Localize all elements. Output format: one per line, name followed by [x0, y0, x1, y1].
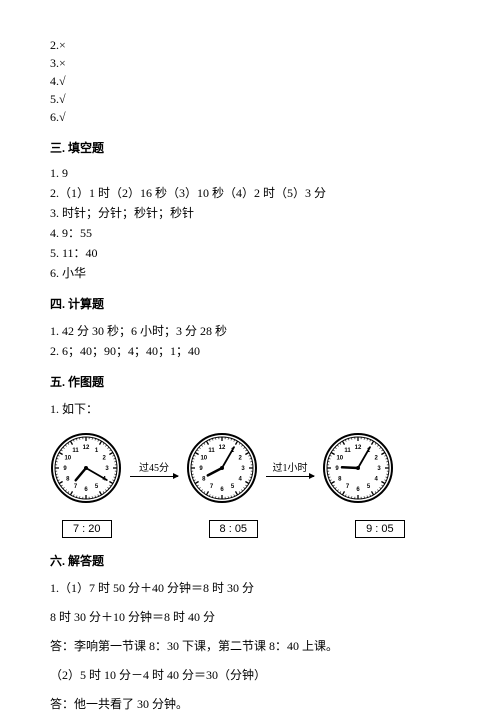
text-line: 1.（1）7 时 50 分＋40 分钟＝8 时 30 分	[50, 579, 450, 596]
document-page: 2.× 3.× 4.√ 5.√ 6.√ 三. 填空题 1. 9 2.（1）1 时…	[0, 0, 500, 707]
text-line: （2）5 时 10 分－4 时 40 分＝30（分钟）	[50, 666, 450, 683]
svg-text:10: 10	[64, 456, 71, 462]
section-4-title: 四. 计算题	[50, 295, 450, 312]
clock-icon: 123456789101112	[50, 432, 122, 504]
clock-icon: 123456789101112	[322, 432, 394, 504]
judgement-line: 4.√	[50, 74, 450, 89]
time-box: 9 : 05	[355, 520, 405, 538]
arrow-block: 过45分	[130, 459, 178, 477]
time-box: 8 : 05	[209, 520, 259, 538]
svg-text:12: 12	[219, 445, 226, 451]
svg-text:10: 10	[336, 456, 343, 462]
clock-row: 123456789101112 过45分 123456789101112 过1小…	[50, 432, 450, 504]
text-line: 1. 42 分 30 秒；6 小时；3 分 28 秒	[50, 322, 450, 339]
arrow-label: 过1小时	[273, 459, 308, 474]
text-line: 3. 时针；分针；秒针；秒针	[50, 204, 450, 221]
time-label-row: 7 : 20 8 : 05 9 : 05	[50, 512, 450, 538]
section-6-title: 六. 解答题	[50, 552, 450, 569]
svg-text:11: 11	[72, 448, 79, 454]
svg-text:10: 10	[200, 456, 207, 462]
text-line: 答：他一共看了 30 分钟。	[50, 695, 450, 712]
text-line: 8 时 30 分＋10 分钟＝8 时 40 分	[50, 608, 450, 625]
section-5-title: 五. 作图题	[50, 373, 450, 390]
svg-text:12: 12	[355, 445, 362, 451]
svg-text:11: 11	[344, 448, 351, 454]
svg-text:12: 12	[83, 445, 90, 451]
clock-block: 123456789101112	[322, 432, 394, 504]
text-line: 1. 9	[50, 166, 450, 181]
judgement-line: 2.×	[50, 38, 450, 53]
clock-block: 123456789101112	[50, 432, 122, 504]
arrow-label: 过45分	[139, 459, 169, 474]
clock-icon: 123456789101112	[186, 432, 258, 504]
text-line: 4. 9：55	[50, 224, 450, 241]
text-line: 答：李响第一节课 8：30 下课，第二节课 8：40 上课。	[50, 637, 450, 654]
text-line: 1. 如下：	[50, 400, 450, 417]
section-3-title: 三. 填空题	[50, 139, 450, 156]
clock-block: 123456789101112	[186, 432, 258, 504]
arrow-icon	[266, 476, 314, 477]
arrow-icon	[130, 476, 178, 477]
text-line: 6. 小华	[50, 264, 450, 281]
text-line: 2.（1）1 时（2）16 秒（3）10 秒（4）2 时（5）3 分	[50, 184, 450, 201]
text-line: 5. 11：40	[50, 244, 450, 261]
arrow-block: 过1小时	[266, 459, 314, 477]
text-line: 2. 6；40；90；4；40；1；40	[50, 342, 450, 359]
svg-text:11: 11	[208, 448, 215, 454]
judgement-line: 6.√	[50, 110, 450, 125]
judgement-line: 5.√	[50, 92, 450, 107]
judgement-line: 3.×	[50, 56, 450, 71]
time-box: 7 : 20	[62, 520, 112, 538]
